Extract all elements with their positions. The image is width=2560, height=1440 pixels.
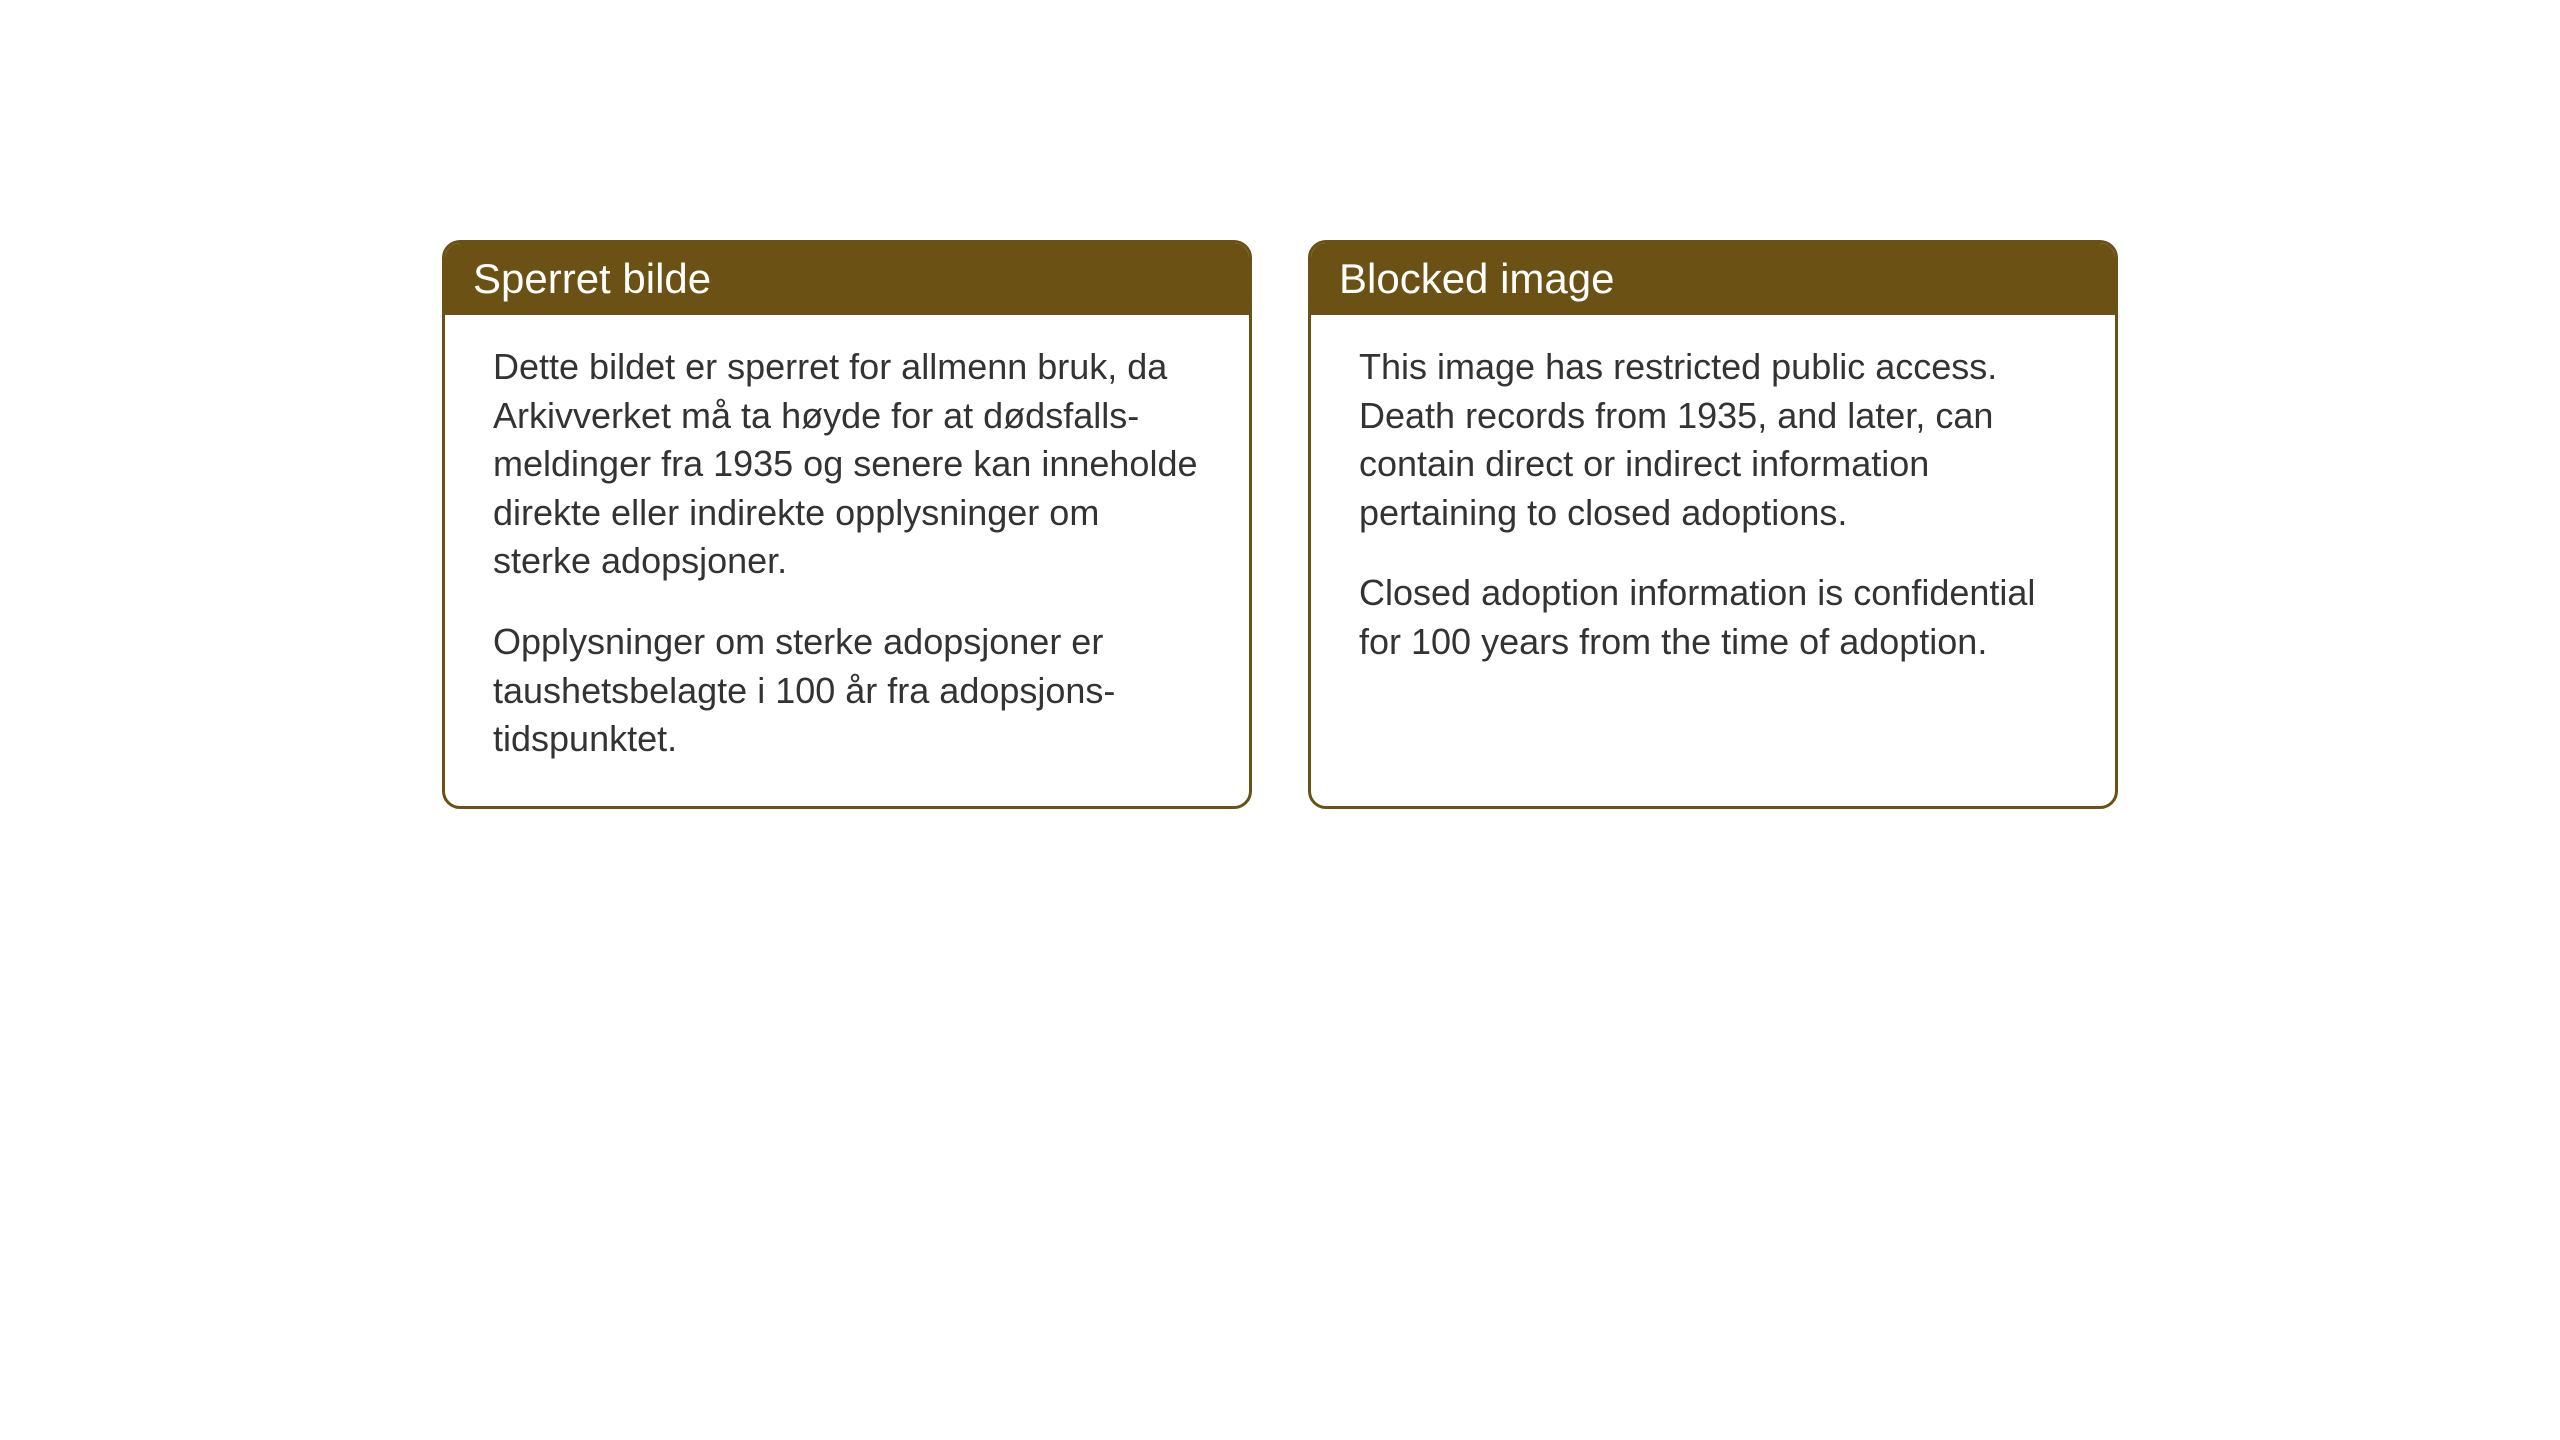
card-paragraph-2-norwegian: Opplysninger om sterke adopsjoner er tau… bbox=[493, 618, 1201, 764]
card-title-norwegian: Sperret bilde bbox=[473, 255, 711, 302]
card-paragraph-1-english: This image has restricted public access.… bbox=[1359, 343, 2067, 537]
card-body-norwegian: Dette bildet er sperret for allmenn bruk… bbox=[445, 315, 1249, 806]
card-body-english: This image has restricted public access.… bbox=[1311, 315, 2115, 709]
card-header-english: Blocked image bbox=[1311, 243, 2115, 315]
card-norwegian: Sperret bilde Dette bildet er sperret fo… bbox=[442, 240, 1252, 809]
card-title-english: Blocked image bbox=[1339, 255, 1614, 302]
card-english: Blocked image This image has restricted … bbox=[1308, 240, 2118, 809]
card-header-norwegian: Sperret bilde bbox=[445, 243, 1249, 315]
card-paragraph-1-norwegian: Dette bildet er sperret for allmenn bruk… bbox=[493, 343, 1201, 586]
cards-container: Sperret bilde Dette bildet er sperret fo… bbox=[442, 240, 2118, 809]
card-paragraph-2-english: Closed adoption information is confident… bbox=[1359, 569, 2067, 666]
